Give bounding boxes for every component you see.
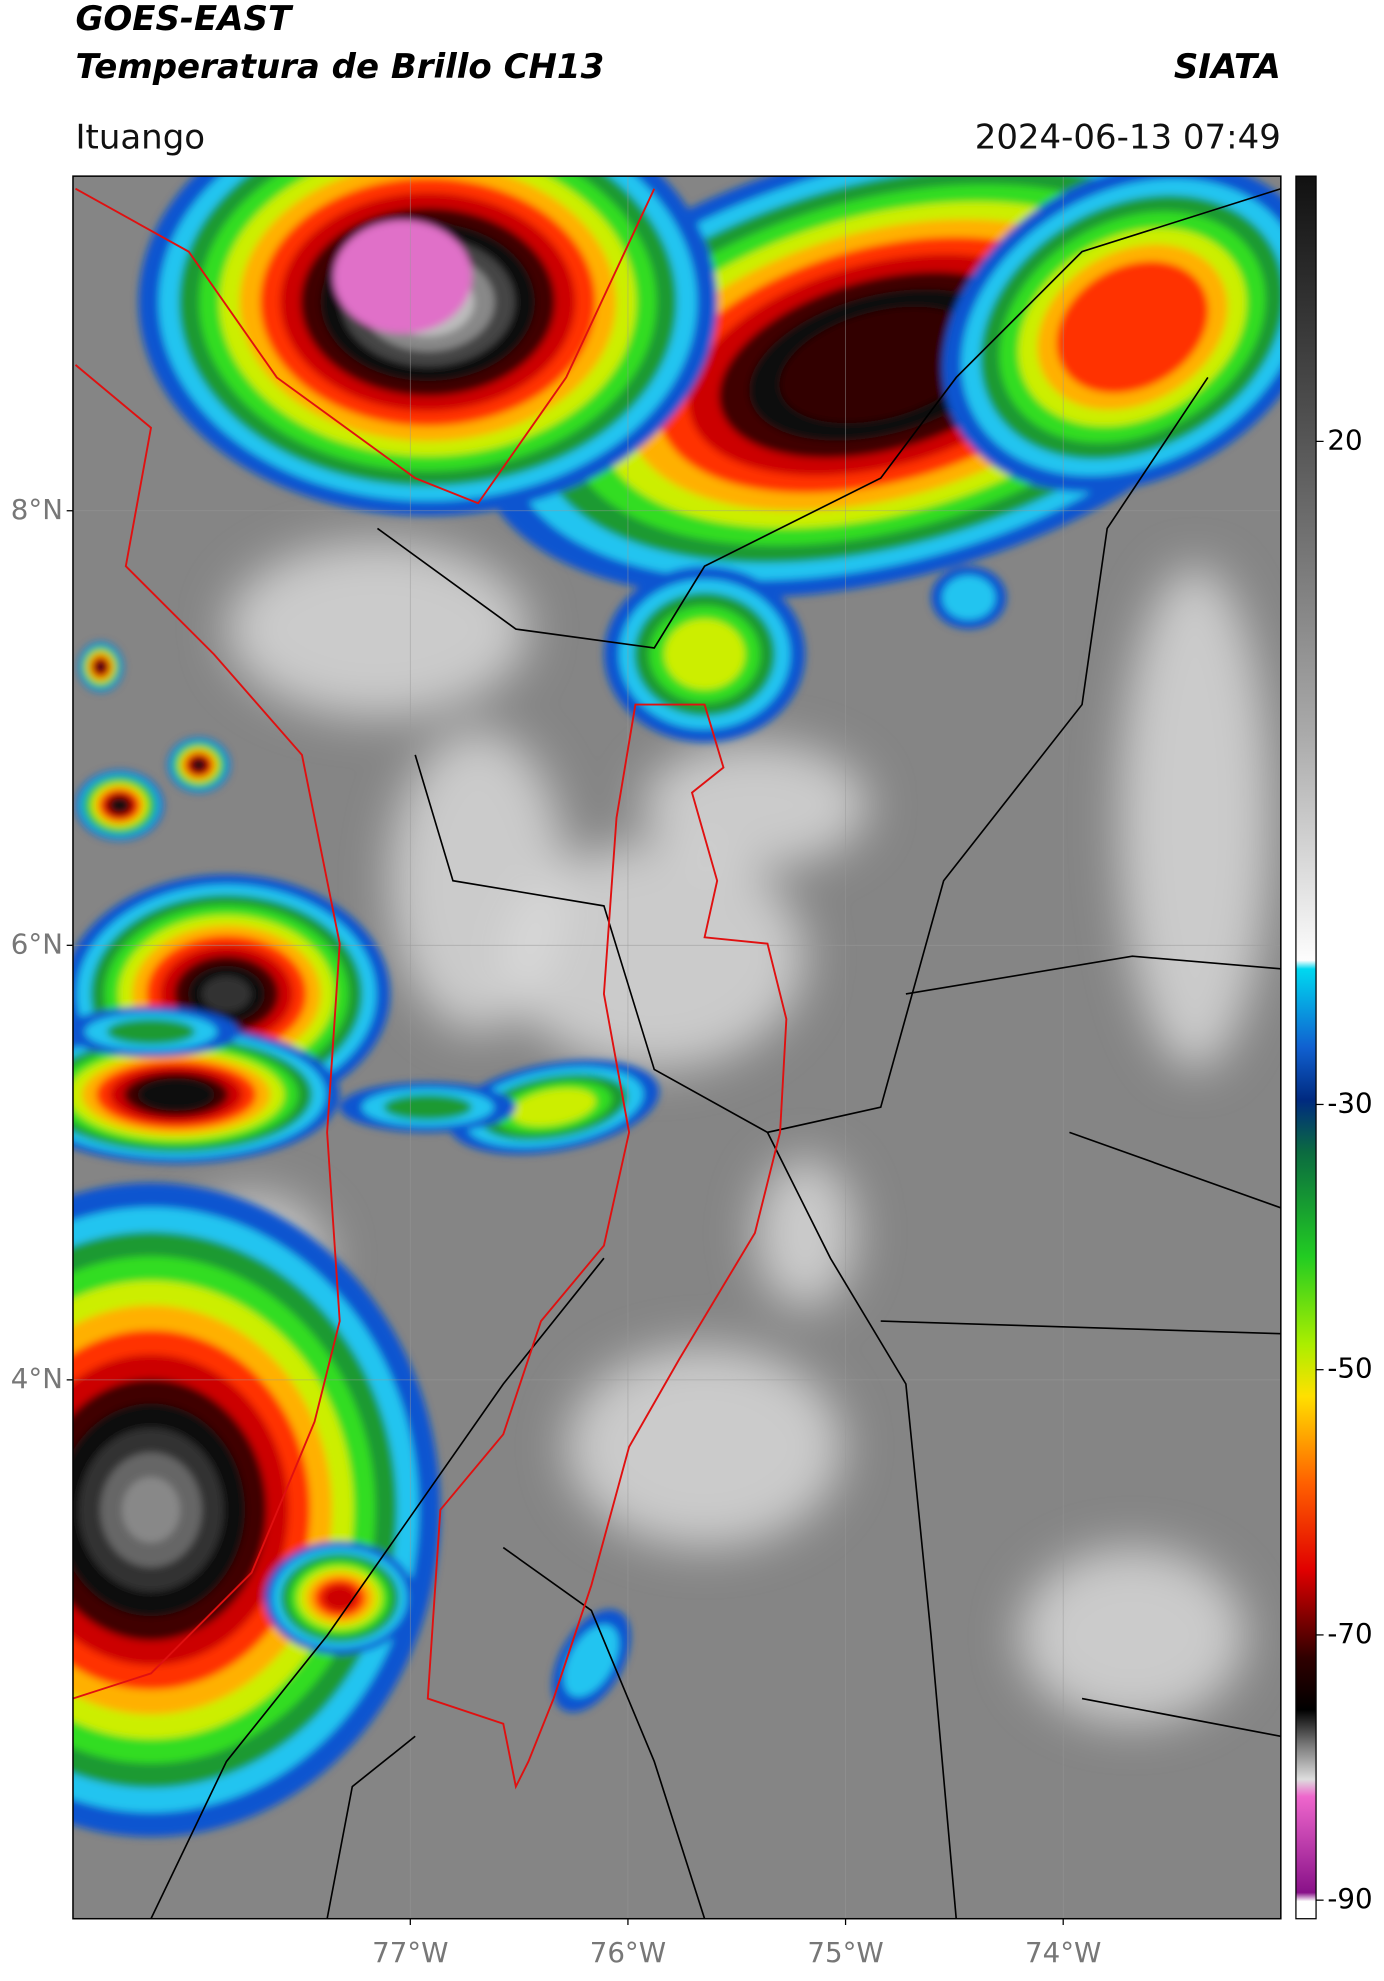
cloud [754,1157,856,1309]
cloud [1019,1547,1246,1724]
cloud [390,729,567,1032]
cloud [566,1346,843,1548]
x-tick-label: 75°W [807,1936,883,1969]
cloud-top [942,575,996,620]
y-tick-label: 6°N [11,927,63,960]
colorbar-tick-label: -30 [1327,1086,1372,1119]
subtitle: Temperatura de Brillo CH13 [75,47,604,87]
colorbar-tick-label: 20 [1327,423,1362,456]
colorbar-tick-label: -50 [1327,1352,1372,1385]
cloud-top [511,1088,596,1127]
x-tick-label: 74°W [1025,1936,1101,1969]
borders [150,187,1281,1919]
y-tick-label: 8°N [11,493,63,526]
antioquia-border [72,187,788,1790]
colorbar-tick-label: -70 [1327,1617,1372,1650]
brand: SIATA [1174,47,1281,87]
cloud-top [192,759,205,771]
cloud [226,541,529,718]
title: GOES-EAST [75,0,293,39]
cloud-top [779,306,982,424]
cloud-top [111,798,128,812]
cloud-top [322,1584,358,1611]
cloud-top [106,1019,196,1045]
x-tick-label: 76°W [590,1936,666,1969]
cloud [1119,566,1271,1070]
cloud-top [383,1094,472,1120]
y-tick-label: 4°N [11,1362,63,1395]
cloud-top [664,619,745,690]
cloud-top [122,1477,180,1543]
cloud-top [1056,261,1209,394]
cloud-top [201,976,252,1012]
x-tick-label: 77°W [372,1936,448,1969]
location: Ituango [75,117,205,157]
cloud-top [96,662,105,672]
datetime: 2024-06-13 07:49 [975,117,1281,157]
cloud-top [333,220,472,334]
cloud [641,742,869,869]
cloud [503,842,806,1070]
map-frame [72,175,1282,1920]
cloud-top [137,1078,215,1111]
colorbar-tick-label: -90 [1327,1882,1372,1915]
colorbar [1295,175,1317,1920]
map [72,176,1281,1919]
